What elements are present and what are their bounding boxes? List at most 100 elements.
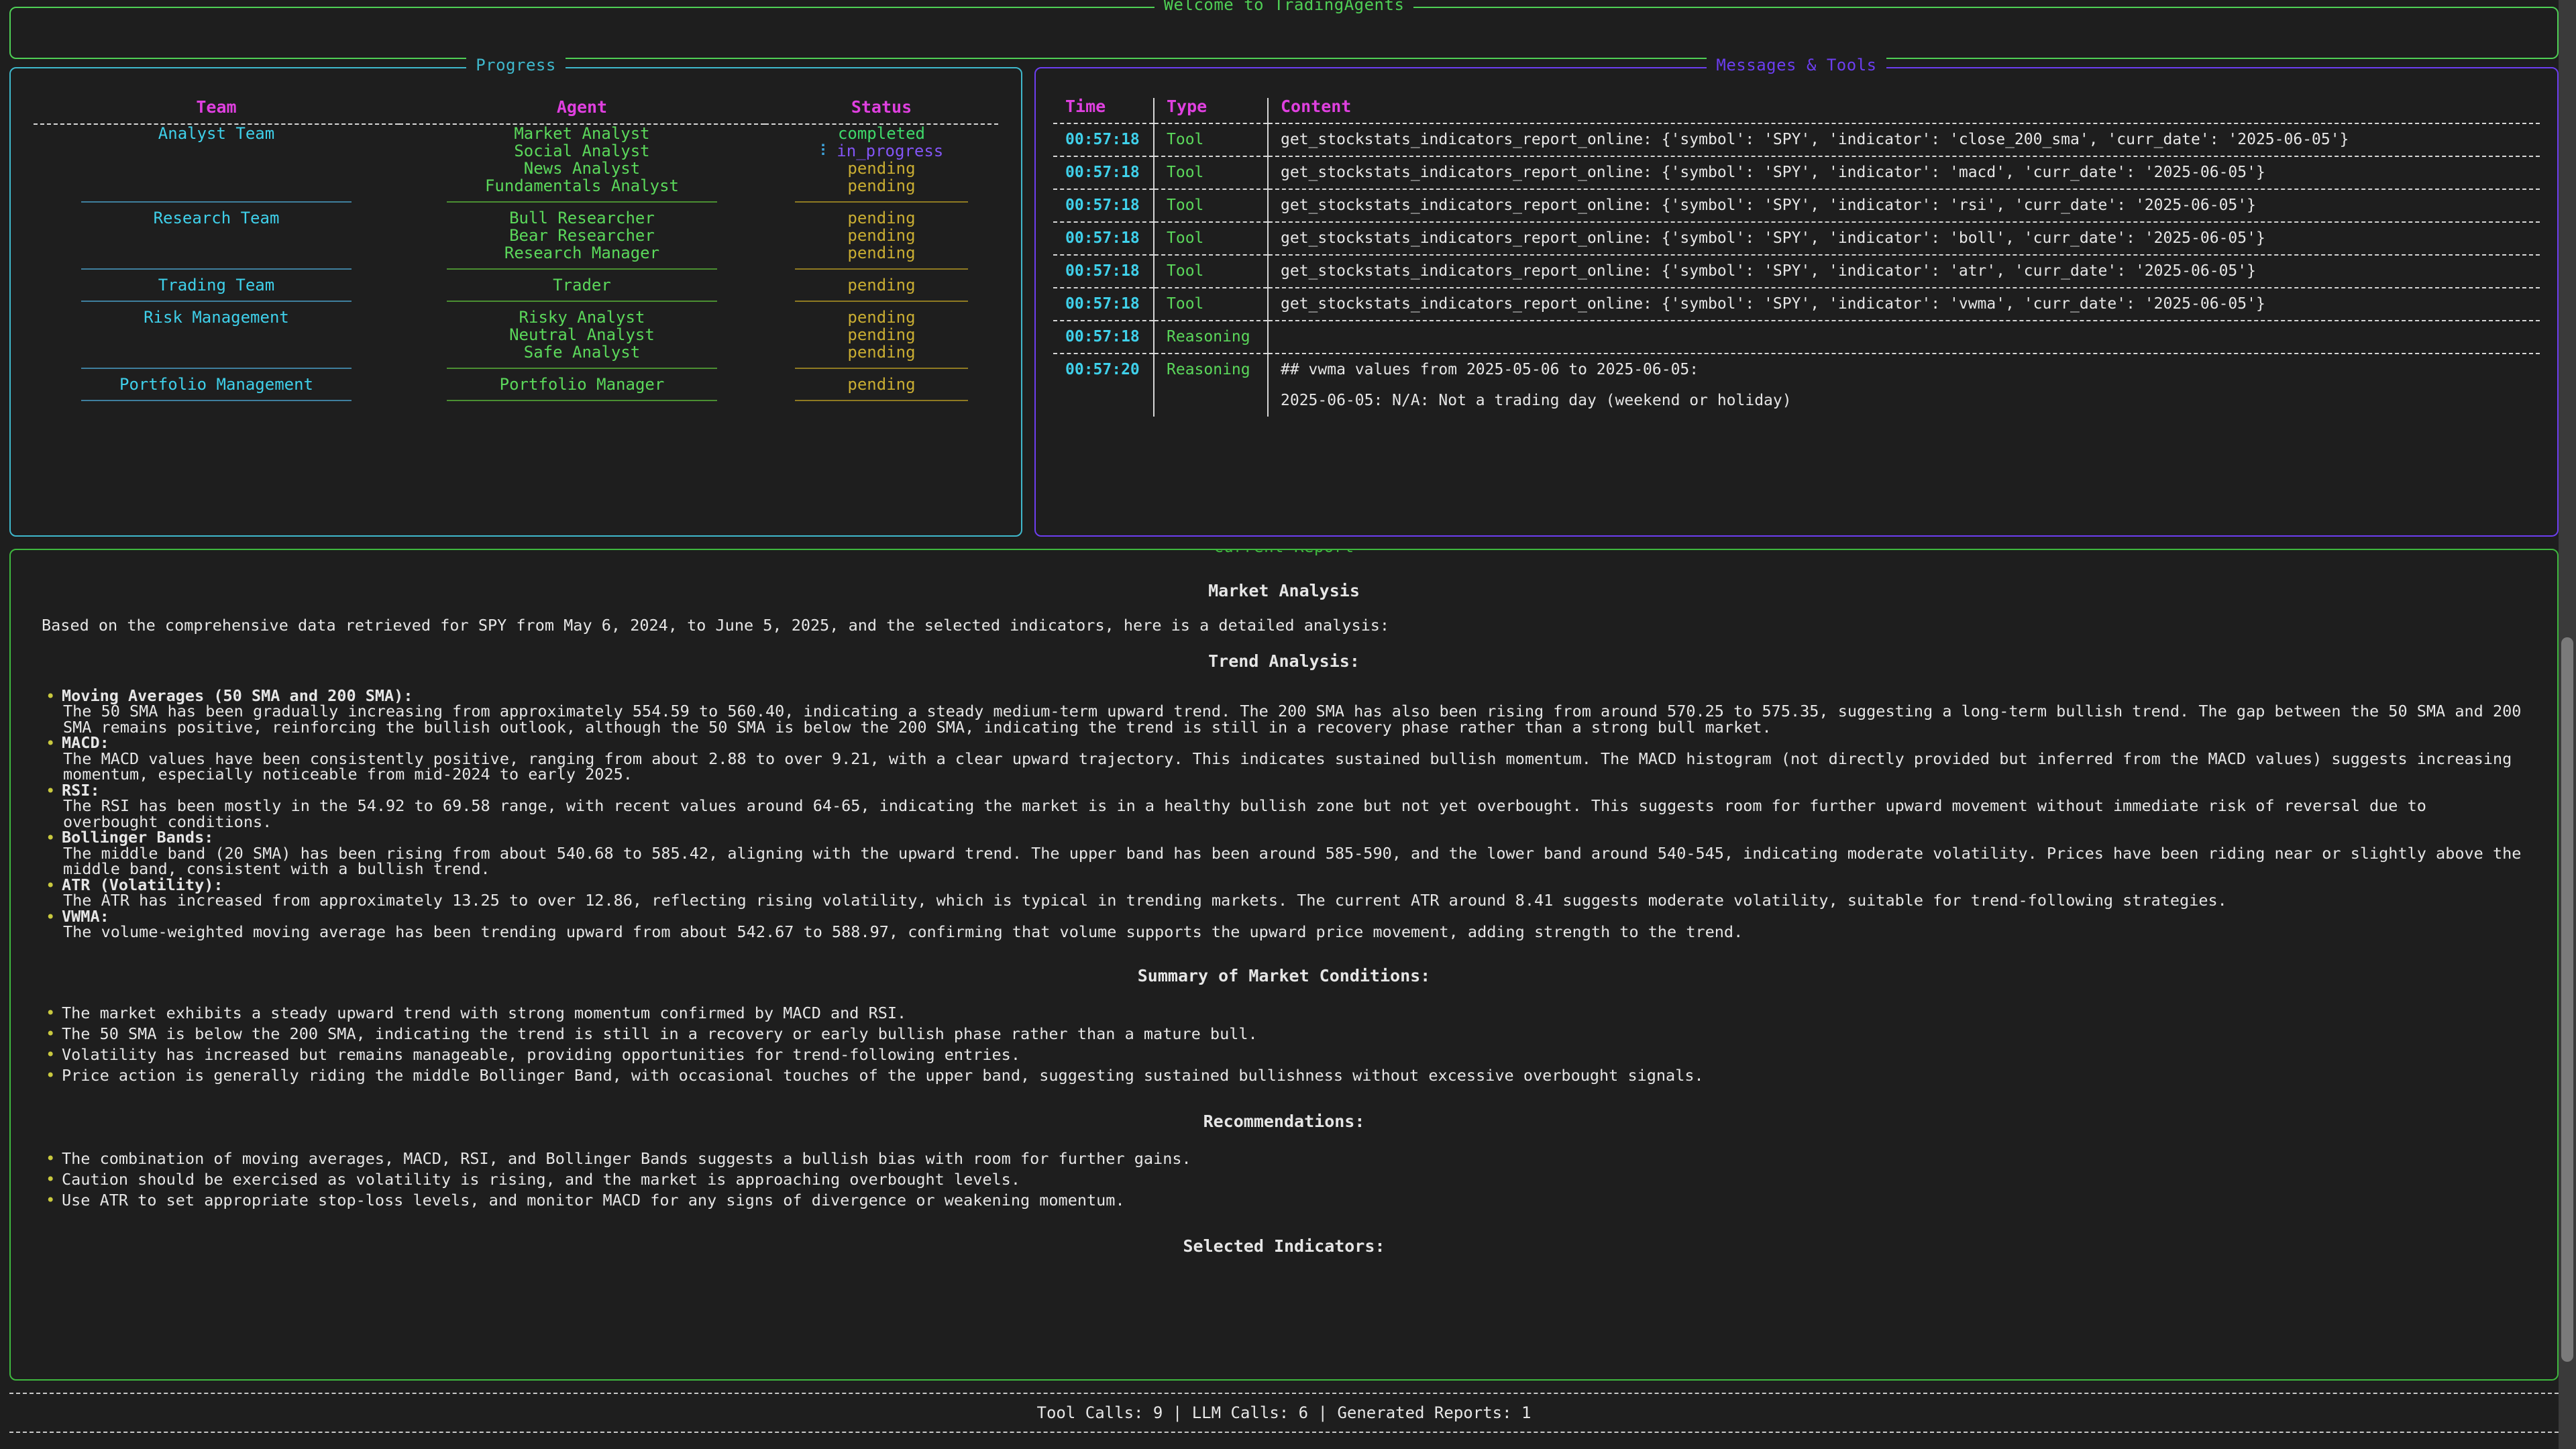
report-content[interactable]: Market Analysis Based on the comprehensi… [11, 550, 2557, 1287]
agent-label: Market Analyst [514, 124, 650, 143]
progress-agent-cell: Trader [399, 276, 765, 294]
separator-cell [34, 361, 399, 376]
message-time: 00:57:18 [1053, 156, 1155, 189]
status-badge: in_progress [837, 142, 944, 160]
message-type: Tool [1154, 123, 1269, 156]
middle-row: Progress Team Agent Status Analyst Team M… [9, 56, 2559, 537]
list-item: ATR (Volatility):The ATR has increased f… [42, 877, 2526, 909]
summary-item: The 50 SMA is below the 200 SMA, indicat… [42, 1024, 2526, 1045]
separator-line [80, 400, 352, 401]
message-content [1268, 321, 2540, 354]
separator-line [795, 201, 968, 203]
separator-line [446, 301, 718, 302]
message-content: get_stockstats_indicators_report_online:… [1281, 164, 2265, 181]
summary-item: Price action is generally riding the mid… [42, 1065, 2526, 1087]
progress-row: Bear Researcher pending [34, 227, 998, 244]
recommendations-list: The combination of moving averages, MACD… [42, 1148, 2526, 1212]
messages-table-body: 00:57:18 Tool get_stockstats_indicators_re… [1053, 123, 2540, 417]
indicator-name: Bollinger Bands: [62, 828, 214, 847]
page-scrollbar[interactable] [2559, 0, 2576, 1449]
spinner-icon: ⠇ [819, 142, 832, 160]
group-separator [34, 361, 998, 376]
message-type: Tool [1154, 156, 1269, 189]
status-badge: pending [847, 209, 916, 227]
separator-cell [765, 294, 998, 309]
agent-label: Research Manager [504, 244, 660, 262]
page-scrollbar-thumb[interactable] [2561, 637, 2573, 1362]
indicator-text: The 50 SMA has been gradually increasing… [63, 702, 2522, 737]
agent-label: Bear Researcher [509, 226, 655, 245]
summary-item: The market exhibits a steady upward tren… [42, 1003, 2526, 1024]
team-label: Risk Management [144, 308, 289, 327]
separator-line [795, 368, 968, 369]
separator-cell [34, 393, 399, 408]
separator-line [446, 368, 718, 369]
welcome-panel: Welcome to TradingAgents [9, 0, 2559, 59]
progress-agent-cell: Social Analyst [399, 142, 765, 160]
status-badge: completed [837, 124, 925, 143]
recommendation-item: The combination of moving averages, MACD… [42, 1148, 2526, 1170]
progress-agent-cell: Portfolio Manager [399, 376, 765, 393]
progress-status-cell: pending [765, 227, 998, 244]
status-badge: pending [847, 375, 916, 394]
message-type: Tool [1154, 255, 1269, 288]
indicator-text: The middle band (20 SMA) has been rising… [63, 843, 2522, 878]
separator-cell [399, 294, 765, 309]
separator-cell [399, 393, 765, 408]
message-time: 00:57:18 [1053, 189, 1155, 222]
status-badge: pending [847, 276, 916, 294]
separator-line [80, 268, 352, 270]
message-type: Tool [1154, 189, 1269, 222]
table-row: 00:57:18 Tool get_stockstats_indicators_re… [1053, 189, 2540, 222]
footer-stats-bar: Tool Calls: 9 | LLM Calls: 6 | Generated… [9, 1393, 2559, 1433]
summary-item: Volatility has increased but remains man… [42, 1044, 2526, 1066]
table-row: 00:57:18 Tool get_stockstats_indicators_re… [1053, 222, 2540, 255]
progress-table-body: Analyst Team Market Analyst completed Socia… [34, 124, 998, 408]
separator-line [80, 201, 352, 203]
separator-line [446, 268, 718, 270]
progress-row: Fundamentals Analyst pending [34, 177, 998, 195]
messages-header-row: Time Type Content [1053, 98, 2540, 123]
progress-team-cell [34, 142, 399, 160]
progress-agent-cell: Risky Analyst [399, 309, 765, 326]
messages-col-content: Content [1281, 97, 1352, 116]
table-row: 00:57:18 Tool get_stockstats_indicators_re… [1053, 255, 2540, 288]
indicator-text: The volume-weighted moving average has b… [63, 922, 1743, 941]
agent-label: Trader [553, 276, 611, 294]
team-label: Analyst Team [158, 124, 275, 143]
message-type: Tool [1154, 222, 1269, 255]
progress-row: Social Analyst ⠇ in_progress [34, 142, 998, 160]
message-type: Reasoning [1154, 321, 1269, 354]
agent-label: Fundamentals Analyst [484, 176, 679, 195]
progress-panel: Progress Team Agent Status Analyst Team M… [9, 56, 1022, 537]
list-item: VWMA:The volume-weighted moving average … [42, 906, 2526, 941]
progress-header-row: Team Agent Status [34, 98, 998, 124]
progress-team-cell [34, 343, 399, 361]
message-content: get_stockstats_indicators_report_online:… [1281, 197, 2256, 214]
spacer [42, 943, 2526, 959]
progress-row: Portfolio Management Portfolio Manager pen… [34, 376, 998, 393]
spacer [42, 1214, 2526, 1230]
separator-cell [765, 262, 998, 276]
message-time: 00:57:18 [1053, 321, 1155, 354]
indicator-text: The ATR has increased from approximately… [63, 891, 2227, 910]
progress-row: Analyst Team Market Analyst completed [34, 124, 998, 142]
separator-line [795, 301, 968, 302]
messages-table: Time Type Content 00:57:18 Tool get_stocks… [1053, 98, 2540, 417]
progress-team-cell [34, 177, 399, 195]
agent-label: Bull Researcher [509, 209, 655, 227]
indicator-name: VWMA: [62, 906, 109, 926]
summary-heading: Summary of Market Conditions: [1137, 965, 1431, 985]
separator-cell [765, 195, 998, 209]
progress-status-cell: pending [765, 244, 998, 262]
message-type: Tool [1154, 288, 1269, 321]
indicator-list: Moving Averages (50 SMA and 200 SMA):The… [42, 688, 2526, 941]
messages-content[interactable]: Time Type Content 00:57:18 Tool get_stocks… [1036, 68, 2557, 535]
progress-col-agent: Agent [556, 97, 608, 117]
spacer [42, 1089, 2526, 1105]
selected-indicators-heading: Selected Indicators: [1183, 1236, 1385, 1256]
welcome-panel-title: Welcome to TradingAgents [11, 0, 2557, 14]
agent-label: Social Analyst [514, 142, 650, 160]
progress-status-cell: pending [765, 326, 998, 343]
indicator-name: ATR (Volatility): [62, 875, 223, 894]
